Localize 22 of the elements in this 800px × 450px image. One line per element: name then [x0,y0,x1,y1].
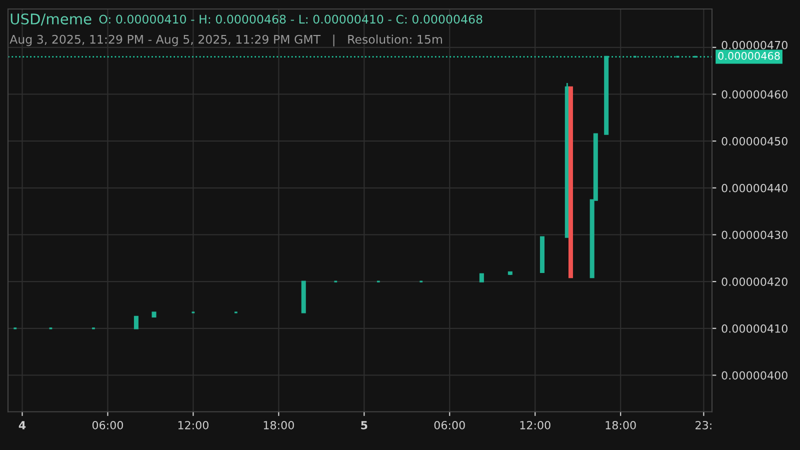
y-tick-label: 0.00000440 [722,184,788,192]
x-tick-label: 12:00 [178,420,208,430]
candlestick [134,316,138,330]
x-tick-label: 23: [696,420,712,430]
ref-line-label: 0.00000468 [718,52,780,60]
y-tick-label: 0.00000450 [722,137,788,146]
x-tick-label: 18:00 [264,420,294,430]
x-tick-label: 12:00 [520,420,550,430]
y-tick-label: 0.00000420 [722,278,788,286]
y-tick-label: 0.00000460 [722,90,788,99]
x-tick-label: 5 [361,421,368,430]
annotation: O: 0.00000410 - H: 0.00000468 - L: 0.00000410 - C: 0.00000468 [99,14,482,24]
text: Aug 3, 2025, 11:29 PM - Aug 5, 2025, 11:29 PM GMT | Resolution: 15m [10,34,442,46]
y-tick-label: 0.00000400 [722,371,788,380]
y-tick-label: 0.00000430 [722,230,788,240]
x-tick-label: 06:00 [434,420,465,430]
y-tick-label: 0.00000410 [722,324,788,333]
x-tick-label: 18:00 [606,420,636,430]
x-tick-label: 4 [18,421,26,430]
x-tick-label: 06:00 [92,420,123,430]
chart-title: USD/meme [10,13,92,26]
y-tick-label: 0.00000470 [722,40,788,50]
